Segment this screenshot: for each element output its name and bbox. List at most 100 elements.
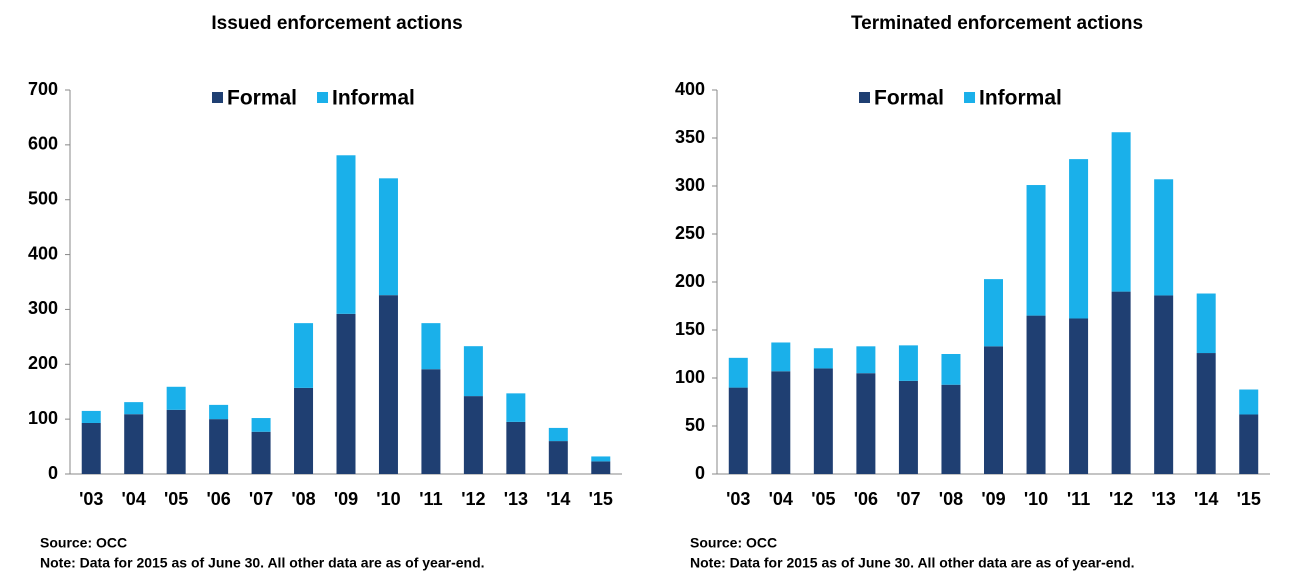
x-tick-label: '07	[249, 489, 273, 509]
x-tick-label: '10	[376, 489, 400, 509]
bar-segment	[1111, 291, 1131, 474]
bar-segment	[336, 313, 356, 474]
y-tick-label: 100	[675, 367, 705, 387]
bar-segment	[1026, 315, 1046, 474]
legend-label: Formal	[227, 87, 297, 110]
legend-label: Formal	[874, 87, 944, 110]
legend-swatch	[964, 92, 976, 103]
bar-segment	[124, 402, 144, 415]
bar-segment	[813, 348, 833, 369]
y-tick-label: 0	[48, 463, 58, 483]
y-tick-label: 300	[675, 175, 705, 195]
bar-segment	[941, 354, 961, 385]
bar-segment	[378, 178, 398, 296]
bar-segment	[941, 384, 961, 474]
x-tick-label: '13	[504, 489, 528, 509]
bar-segment	[856, 373, 876, 474]
y-tick-label: 700	[28, 79, 58, 99]
bar-segment	[548, 427, 568, 442]
x-tick-label: '14	[546, 489, 570, 509]
bar-segment	[813, 368, 833, 474]
bar-segment	[294, 387, 314, 474]
x-tick-label: '15	[1237, 489, 1261, 509]
x-tick-label: '11	[1067, 489, 1090, 509]
chart-title: Terminated enforcement actions	[851, 13, 1143, 34]
y-tick-label: 400	[28, 243, 58, 263]
x-tick-label: '03	[79, 489, 103, 509]
y-tick-label: 400	[675, 79, 705, 99]
x-tick-label: '06	[854, 489, 878, 509]
source: Source: OCC	[40, 535, 127, 551]
bar-segment	[378, 295, 398, 474]
bar-segment	[1154, 295, 1174, 474]
y-tick-label: 200	[28, 353, 58, 373]
x-tick-label: '10	[1024, 489, 1048, 509]
bar-segment	[1069, 318, 1089, 474]
y-tick-label: 300	[28, 298, 58, 318]
bar-segment	[771, 371, 791, 474]
legend-swatch	[212, 92, 223, 103]
x-tick-label: '05	[811, 489, 835, 509]
bar-segment	[856, 346, 876, 374]
bar-segment	[463, 396, 483, 474]
x-tick-label: '05	[164, 489, 188, 509]
legend-swatch	[859, 92, 870, 103]
bar-segment	[294, 323, 314, 388]
x-tick-label: '03	[726, 489, 750, 509]
x-tick-label: '08	[291, 489, 315, 509]
bar-segment	[898, 345, 918, 381]
y-tick-label: 200	[675, 271, 705, 291]
bar-segment	[421, 369, 441, 474]
bar-segment	[984, 279, 1003, 347]
y-tick-label: 50	[685, 415, 705, 435]
y-tick-label: 100	[28, 408, 58, 428]
bar-segment	[209, 419, 229, 474]
x-tick-label: '12	[461, 489, 485, 509]
bar-segment	[898, 380, 918, 474]
x-tick-label: '04	[769, 489, 793, 509]
bar-segment	[771, 342, 791, 372]
source: Source: OCC	[690, 535, 777, 551]
x-tick-label: '07	[896, 489, 920, 509]
note: Note: Data for 2015 as of June 30. All o…	[690, 555, 1135, 571]
bar-segment	[421, 323, 441, 370]
bar-segment	[81, 422, 101, 474]
bar-segment	[1111, 132, 1131, 292]
y-tick-label: 350	[675, 127, 705, 147]
x-tick-label: '09	[334, 489, 358, 509]
bar-segment	[1069, 159, 1089, 319]
bar-segment	[251, 431, 271, 474]
x-tick-label: '09	[981, 489, 1005, 509]
y-tick-label: 250	[675, 223, 705, 243]
bar-segment	[728, 357, 748, 388]
bar-segment	[1239, 389, 1259, 415]
bar-segment	[1196, 293, 1216, 354]
x-tick-label: '04	[122, 489, 146, 509]
bar-segment	[463, 346, 483, 397]
bar-segment	[1196, 353, 1216, 474]
bar-segment	[209, 404, 229, 420]
bar-segment	[166, 386, 186, 410]
x-tick-label: '12	[1109, 489, 1133, 509]
bar-segment	[81, 410, 101, 423]
bar-segment	[506, 421, 526, 474]
bar-segment	[166, 409, 186, 474]
legend-label: Informal	[332, 87, 415, 110]
bar-segment	[728, 387, 748, 474]
legend-swatch	[317, 92, 329, 103]
bar-segment	[124, 414, 144, 474]
bar-segment	[1154, 179, 1174, 296]
bar-segment	[591, 456, 611, 462]
y-tick-label: 500	[28, 188, 58, 208]
x-tick-label: '11	[419, 489, 442, 509]
bar-segment	[251, 418, 271, 432]
x-tick-label: '08	[939, 489, 963, 509]
bar-segment	[506, 393, 526, 422]
x-tick-label: '14	[1194, 489, 1218, 509]
bar-segment	[336, 155, 356, 314]
x-tick-label: '15	[589, 489, 613, 509]
y-tick-label: 0	[695, 463, 705, 483]
x-tick-label: '13	[1151, 489, 1175, 509]
bar-segment	[1026, 185, 1046, 316]
